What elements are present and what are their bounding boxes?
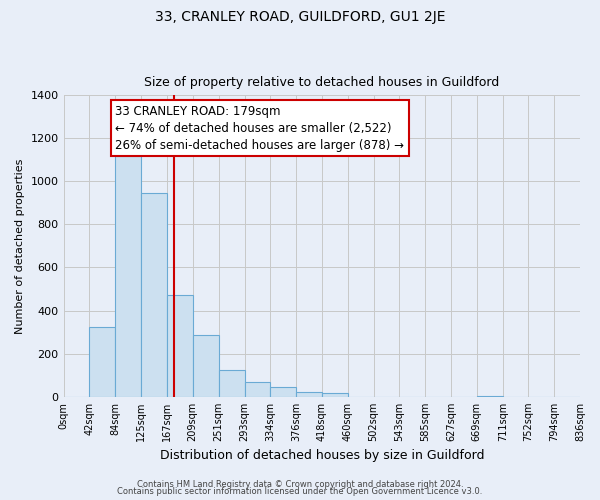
Bar <box>245 382 270 397</box>
Y-axis label: Number of detached properties: Number of detached properties <box>15 158 25 334</box>
Text: 33, CRANLEY ROAD, GUILDFORD, GU1 2JE: 33, CRANLEY ROAD, GUILDFORD, GU1 2JE <box>155 10 445 24</box>
Bar <box>167 296 193 397</box>
Bar <box>89 326 115 397</box>
Text: Contains public sector information licensed under the Open Government Licence v3: Contains public sector information licen… <box>118 487 482 496</box>
Bar <box>322 393 348 397</box>
Text: 33 CRANLEY ROAD: 179sqm
← 74% of detached houses are smaller (2,522)
26% of semi: 33 CRANLEY ROAD: 179sqm ← 74% of detache… <box>115 104 404 152</box>
X-axis label: Distribution of detached houses by size in Guildford: Distribution of detached houses by size … <box>160 450 484 462</box>
Bar <box>141 193 167 397</box>
Bar <box>218 370 245 397</box>
Bar <box>270 387 296 397</box>
Title: Size of property relative to detached houses in Guildford: Size of property relative to detached ho… <box>144 76 499 90</box>
Bar <box>115 156 141 397</box>
Text: Contains HM Land Registry data © Crown copyright and database right 2024.: Contains HM Land Registry data © Crown c… <box>137 480 463 489</box>
Bar <box>193 336 218 397</box>
Bar <box>296 392 322 397</box>
Bar <box>477 396 503 397</box>
